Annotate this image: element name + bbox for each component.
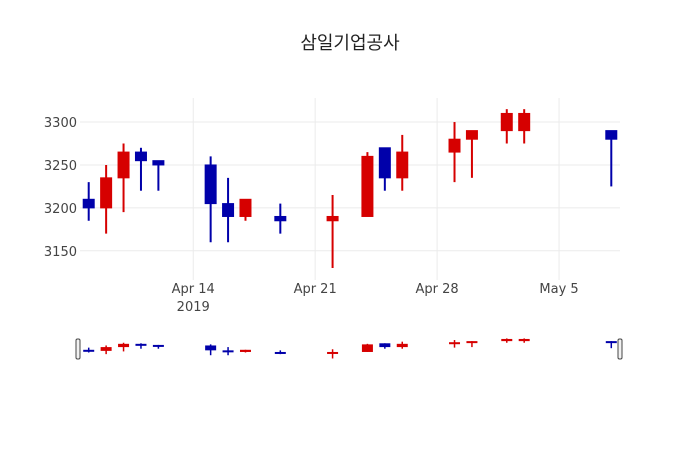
x-tick-sublabel: 2019: [177, 300, 210, 315]
candle-body: [204, 164, 217, 205]
candle-2019-05-03[interactable]: [518, 109, 531, 144]
candle-2019-04-29[interactable]: [448, 122, 461, 183]
slider-candle: [605, 341, 617, 349]
slider-candle: [239, 349, 251, 353]
range-slider[interactable]: [75, 338, 623, 360]
x-tick-label: Apr 21: [294, 282, 337, 297]
candle-2019-04-24[interactable]: [361, 152, 374, 217]
slider-candle: [205, 344, 217, 356]
slider-candle: [274, 350, 286, 355]
candle-2019-04-30[interactable]: [465, 130, 478, 178]
slider-candle: [327, 349, 339, 359]
y-tick-label: 3150: [44, 245, 77, 260]
y-tick-label: 3250: [44, 159, 77, 174]
candle-body: [326, 215, 339, 222]
candle-2019-04-26[interactable]: [396, 134, 409, 191]
slider-candle: [118, 342, 130, 352]
candle-body: [448, 138, 461, 153]
candle-body: [152, 160, 165, 166]
candle-body: [222, 203, 235, 217]
candle-body: [378, 147, 391, 179]
candle-2019-04-17[interactable]: [239, 198, 252, 221]
slider-candle: [501, 338, 513, 343]
candle-body: [274, 215, 287, 222]
slider-candle: [83, 347, 95, 353]
candle-body: [82, 198, 95, 209]
candle-body: [605, 130, 618, 140]
y-axis: 3150 3200 3250 3300: [44, 116, 77, 260]
slider-candle: [222, 347, 234, 356]
y-tick-label: 3200: [44, 202, 77, 217]
candle-2019-04-25[interactable]: [378, 147, 391, 191]
slider-candle: [152, 344, 164, 349]
candle-2019-04-12[interactable]: [152, 160, 165, 191]
slider-candle: [466, 341, 478, 348]
candle-body: [500, 112, 513, 132]
candle-2019-04-08[interactable]: [82, 182, 95, 221]
range-slider-left-handle[interactable]: [75, 338, 81, 360]
chart-title: 삼일기업공사: [300, 33, 400, 54]
slider-candle: [100, 345, 112, 355]
candle-body: [396, 151, 409, 179]
candle-2019-04-11[interactable]: [134, 147, 147, 191]
slider-candle: [518, 338, 530, 343]
candle-body: [117, 151, 130, 179]
y-tick-label: 3300: [44, 116, 77, 131]
range-slider-right-handle[interactable]: [617, 338, 623, 360]
candle-2019-05-08[interactable]: [605, 130, 618, 187]
candle-2019-04-19[interactable]: [274, 203, 287, 234]
candle-body: [239, 198, 252, 217]
candle-body: [465, 130, 478, 140]
candle-2019-04-22[interactable]: [326, 195, 339, 268]
candle-2019-05-02[interactable]: [500, 109, 513, 144]
x-tick-label: May 5: [539, 282, 578, 297]
candles[interactable]: [82, 109, 618, 268]
slider-candle: [135, 343, 147, 349]
x-tick-label: Apr 14: [172, 282, 215, 297]
candle-body: [100, 177, 113, 209]
grid-lines: [80, 98, 620, 280]
slider-candle: [379, 343, 391, 349]
candle-body: [361, 155, 374, 217]
slider-candle: [449, 340, 461, 348]
slider-candle: [361, 343, 373, 352]
candle-2019-04-15[interactable]: [204, 156, 217, 243]
candle-2019-04-16[interactable]: [222, 177, 235, 243]
candle-body: [518, 112, 531, 132]
candle-2019-04-10[interactable]: [117, 143, 130, 213]
candle-2019-04-09[interactable]: [100, 164, 113, 234]
slider-candle: [396, 341, 408, 349]
x-tick-label: Apr 28: [416, 282, 459, 297]
candle-body: [134, 151, 147, 162]
x-axis: Apr 14 2019 Apr 21 Apr 28 May 5: [172, 282, 579, 315]
